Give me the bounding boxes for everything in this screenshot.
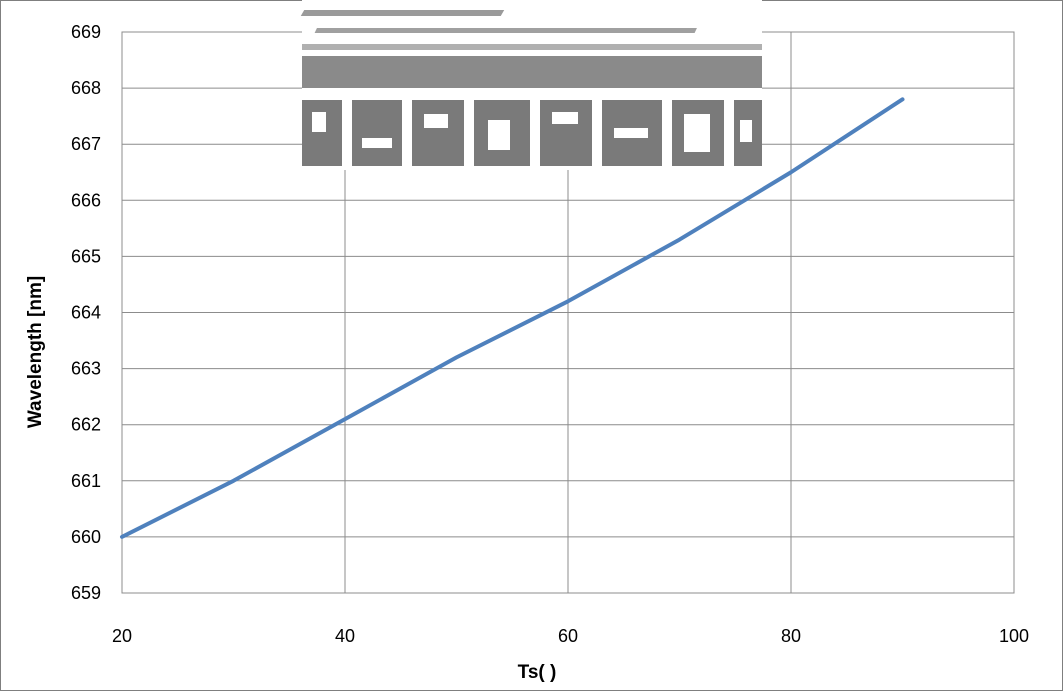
y-axis-title: Wavelength [nm] <box>25 276 46 428</box>
x-tick-label: 20 <box>112 626 132 646</box>
y-tick-label: 659 <box>71 583 101 603</box>
watermark-streak-1 <box>300 10 505 16</box>
y-tick-label: 664 <box>71 303 101 323</box>
y-axis-ticks: 659 660 661 662 663 664 665 666 667 668 669 <box>71 22 101 603</box>
y-tick-label: 665 <box>71 246 101 266</box>
x-axis-ticks: 20 40 60 80 100 <box>112 626 1029 646</box>
y-tick-label: 667 <box>71 134 101 154</box>
x-tick-label: 100 <box>999 626 1029 646</box>
series-line <box>120 97 905 539</box>
y-tick-label: 666 <box>71 190 101 210</box>
watermark-logo-gaps <box>312 112 752 152</box>
y-tick-label: 661 <box>71 471 101 491</box>
series-group <box>120 97 905 539</box>
watermark-streak-3 <box>302 44 762 50</box>
x-tick-label: 60 <box>558 626 578 646</box>
watermark-streak-2 <box>314 28 697 33</box>
y-tick-label: 660 <box>71 527 101 547</box>
watermark-band <box>302 56 762 88</box>
y-tick-label: 669 <box>71 22 101 42</box>
y-tick-label: 663 <box>71 359 101 379</box>
y-tick-label: 668 <box>71 78 101 98</box>
watermark-logo-glyphs <box>302 100 762 166</box>
x-axis-title: Ts( ) <box>518 662 557 683</box>
x-tick-label: 80 <box>781 626 801 646</box>
x-tick-label: 40 <box>335 626 355 646</box>
watermark-overlay <box>300 0 762 170</box>
y-tick-label: 662 <box>71 415 101 435</box>
